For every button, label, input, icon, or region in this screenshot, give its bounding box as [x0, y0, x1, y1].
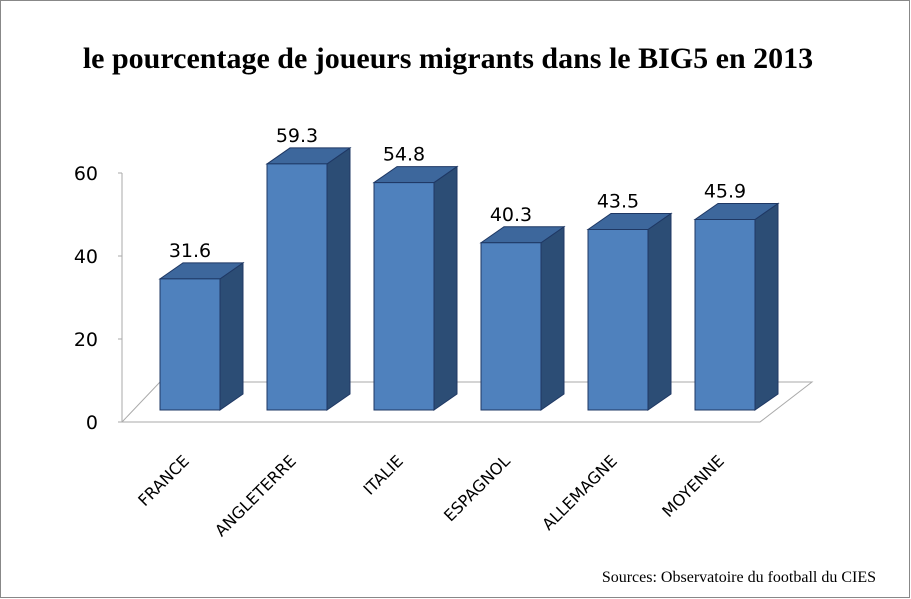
bar-side	[647, 212, 672, 411]
bar	[372, 165, 459, 411]
value-label: 54.8	[383, 144, 425, 166]
bar	[693, 202, 780, 411]
bar	[479, 225, 566, 411]
value-label: 45.9	[704, 181, 746, 203]
bar	[158, 261, 245, 411]
bar-front	[373, 182, 435, 411]
y-tick-label: 0	[86, 412, 98, 434]
value-label: 40.3	[490, 204, 532, 226]
bar-side	[433, 165, 458, 411]
value-label: 59.3	[276, 125, 318, 147]
bar-front	[694, 219, 756, 411]
bar-front	[159, 278, 221, 411]
y-tick-label: 40	[74, 246, 98, 268]
floor	[120, 381, 814, 423]
bar-side	[219, 261, 244, 411]
value-label: 43.5	[597, 190, 639, 212]
bar	[265, 146, 352, 411]
source: Sources: Observatoire du football du CIE…	[602, 569, 876, 586]
y-tick-label: 60	[74, 163, 98, 185]
bar-front	[587, 228, 649, 411]
bar-side	[326, 146, 351, 411]
value-label: 31.6	[169, 240, 211, 262]
chart-title: le pourcentage de joueurs migrants dans …	[83, 42, 813, 75]
bar-front	[266, 163, 328, 411]
bar-side	[540, 225, 565, 411]
bar	[586, 212, 673, 411]
bar-side	[754, 202, 779, 411]
bar-front	[480, 242, 542, 411]
y-tick-label: 20	[74, 329, 98, 351]
